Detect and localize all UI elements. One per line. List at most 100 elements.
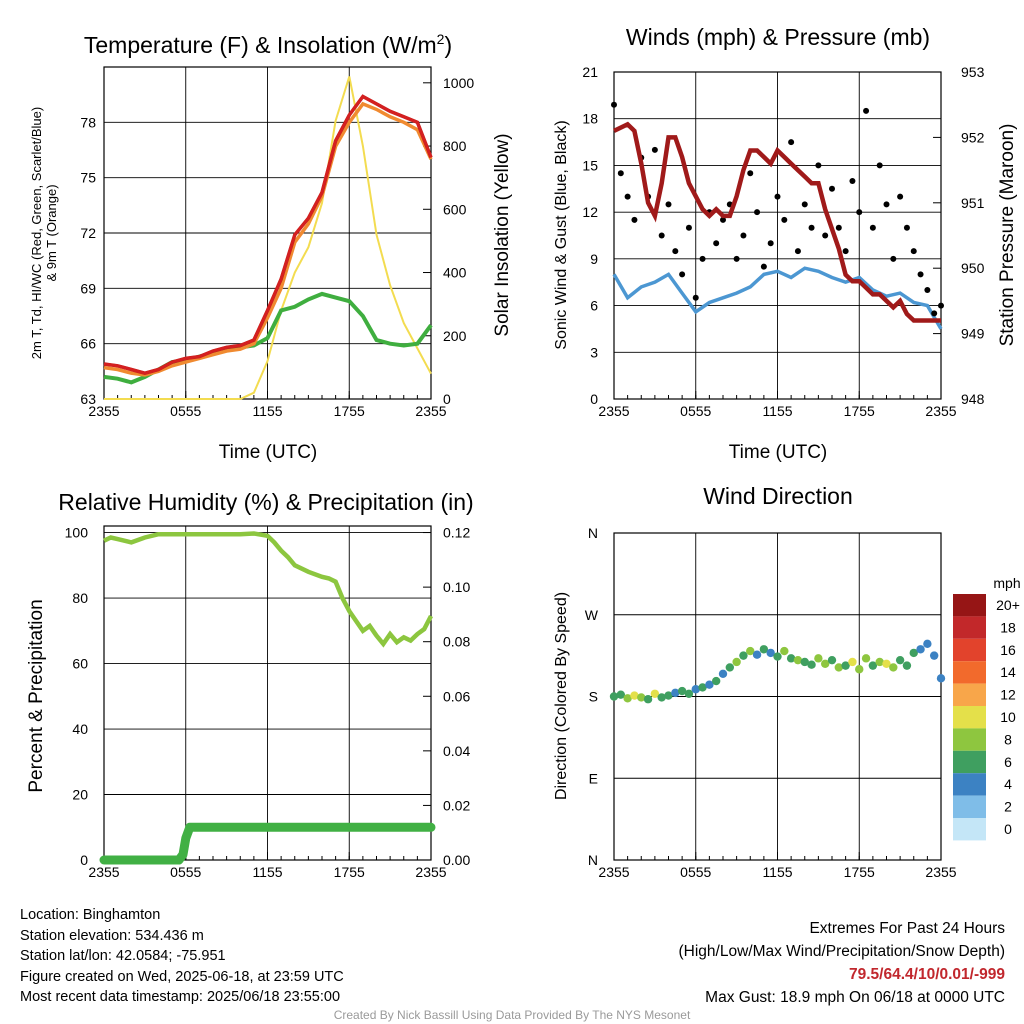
wind-y2tick-label: 950 <box>961 260 985 276</box>
temp-xtick-label: 1155 <box>252 403 282 419</box>
wdir-xtick-label: 1155 <box>762 864 792 880</box>
gust-point <box>890 255 897 262</box>
gust-point <box>740 232 747 239</box>
gust-point <box>747 170 754 177</box>
temp-ylabel-line1: 2m T, Td, HI/WC (Red, Green, Scarlet/Blu… <box>29 107 44 359</box>
wdir-point <box>800 657 809 667</box>
colorbar-label: 20+ <box>996 597 1020 613</box>
wdir-ytick-label: N <box>588 852 598 868</box>
gust-point <box>651 146 658 153</box>
colorbar-label: 0 <box>1004 821 1012 837</box>
temp-xtick-label: 1755 <box>334 403 365 419</box>
gust-point <box>883 201 890 208</box>
station-info: Location: Binghamton Station elevation: … <box>20 905 344 1008</box>
rh-y2tick-label: 0.12 <box>443 525 470 541</box>
colorbar-label: 14 <box>1000 664 1016 680</box>
colorbar-label: 10 <box>1000 709 1016 725</box>
gust-point <box>611 101 617 108</box>
colorbar-swatch <box>953 638 986 662</box>
temp-xtick-label: 0555 <box>170 403 201 419</box>
wdir-point <box>664 691 673 700</box>
wdir-point <box>889 663 898 672</box>
gust-point <box>760 263 767 270</box>
colorbar-label: 2 <box>1004 799 1012 815</box>
gust-point <box>897 193 904 200</box>
rh-ylabel: Percent & Precipitation <box>26 599 47 792</box>
wdir-point <box>820 659 830 668</box>
air-temp-line <box>103 94 433 375</box>
colorbar-label: 6 <box>1004 754 1012 770</box>
wdir-point <box>855 665 864 674</box>
wdir-point <box>929 651 939 660</box>
max-gust: Max Gust: 18.9 mph On 06/18 at 0000 UTC <box>705 989 1005 1006</box>
rh-line <box>103 531 433 648</box>
temp-y2tick-label: 800 <box>443 138 467 154</box>
gust-point <box>679 271 686 278</box>
wdir-point <box>780 646 789 656</box>
rh-y2tick-label: 0.10 <box>443 579 470 595</box>
gust-point <box>774 193 781 200</box>
wdir-point <box>868 661 878 670</box>
wdir-xtick-label: 1755 <box>844 864 875 880</box>
gust-point <box>924 287 931 293</box>
colorbar-label: 8 <box>1004 731 1012 747</box>
wdir-point <box>657 693 666 702</box>
temp-y2tick-label: 1000 <box>443 75 474 91</box>
wind-ytick-label: 12 <box>582 204 598 220</box>
wdir-point <box>841 661 850 670</box>
wind-ytick-label: 15 <box>582 157 598 173</box>
wdir-point <box>623 694 632 703</box>
wind-y2tick-label: 951 <box>961 195 985 211</box>
colorbar-label: 4 <box>1004 776 1012 792</box>
gust-point <box>815 162 822 169</box>
extremes-values: 79.5/64.4/10/0.01/-999 <box>849 966 1005 983</box>
wind-xtick-label: 2355 <box>925 403 956 419</box>
precip-line <box>99 822 436 865</box>
figure-created: Figure created on Wed, 2025-06-18, at 23… <box>20 968 344 985</box>
rh-xtick-label: 0555 <box>170 864 201 880</box>
wind-chart-title: Winds (mph) & Pressure (mb) <box>626 24 930 50</box>
wdir-point <box>861 654 871 663</box>
wind-xlabel: Time (UTC) <box>729 442 828 463</box>
wdir-point <box>725 663 735 672</box>
wind-y2tick-label: 949 <box>961 326 985 342</box>
wdir-point <box>718 669 728 678</box>
temp-ytick-label: 75 <box>80 170 96 186</box>
gust-point <box>903 224 910 231</box>
extremes-title: Extremes For Past 24 Hours <box>809 920 1005 937</box>
gust-point <box>720 216 726 223</box>
gust-point <box>842 248 849 255</box>
temp-ytick-label: 66 <box>80 336 96 352</box>
gust-point <box>713 240 720 247</box>
wind-ytick-label: 18 <box>582 111 598 127</box>
rh-xtick-label: 2355 <box>415 864 446 880</box>
gust-point <box>822 232 829 239</box>
rh-y2tick-label: 0.04 <box>443 743 470 759</box>
wind-xtick-label: 2355 <box>598 403 629 419</box>
rh-ytick-label: 60 <box>72 656 88 672</box>
pressure-line <box>613 121 941 323</box>
rh-ytick-label: 20 <box>72 787 88 803</box>
wdir-point <box>902 661 912 670</box>
gust-point <box>617 170 624 177</box>
gust-point <box>685 224 692 231</box>
colorbar-swatch <box>953 706 986 729</box>
wdir-point <box>739 651 748 660</box>
wdir-point <box>773 652 782 661</box>
temp-chart-title: Temperature (F) & Insolation (W/m2) <box>84 31 452 58</box>
colorbar-swatch <box>953 661 986 684</box>
station-latlon: Station lat/lon: 42.0584; -75.951 <box>20 948 226 964</box>
gust-point <box>849 178 856 184</box>
wdir-chart-title: Wind Direction <box>703 483 853 509</box>
gust-point <box>665 201 672 208</box>
rh-y2tick-label: 0.02 <box>443 797 470 813</box>
gust-point <box>876 162 883 169</box>
wdir-point <box>609 692 619 701</box>
rh-chart-title: Relative Humidity (%) & Precipitation (i… <box>58 489 473 515</box>
wind-y2tick-label: 953 <box>961 64 985 80</box>
rh-xtick-label: 2355 <box>88 864 119 880</box>
wdir-point <box>827 655 837 665</box>
gust-point <box>699 255 706 262</box>
gust-point <box>733 255 740 262</box>
wdir-point <box>711 676 721 686</box>
